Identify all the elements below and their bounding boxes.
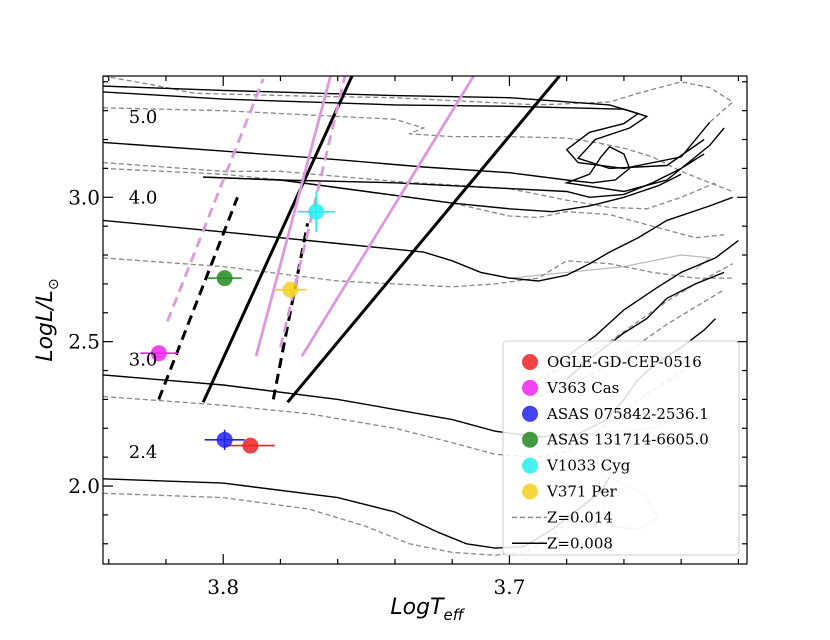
track-z0014-m5 xyxy=(103,107,733,193)
legend-entry-z-0-008-label: Z=0.008 xyxy=(547,534,613,552)
legend-entry-v363-cas-marker xyxy=(522,379,538,396)
instability-strip-edge-6 xyxy=(279,76,347,348)
legend-entry-asas-131714-6605-0-marker xyxy=(522,431,538,448)
legend-entry-asas-075842-2536-1-label: ASAS 075842-2536.1 xyxy=(546,405,709,423)
y-tick-label-0: 2.0 xyxy=(68,474,100,498)
track-z0008-m4_3 xyxy=(203,173,682,213)
legend-entry-v371-per-marker xyxy=(522,483,538,500)
track-z0014-m3_8 xyxy=(103,257,733,288)
legend-entry-ogle-gd-cep-0516-label: OGLE-GD-CEP-0516 xyxy=(547,353,702,371)
instability-strip-edge-5 xyxy=(254,76,332,357)
y-axis-label: LogL/L⊙ xyxy=(33,278,62,361)
star-asas-131714-6605-0-marker xyxy=(216,270,233,287)
legend-entry-z-0-014-label: Z=0.014 xyxy=(547,508,613,526)
y-tick-label-2: 3.0 xyxy=(68,185,100,209)
mass-label-5_0: 5.0 xyxy=(129,107,158,128)
mass-label-2_4: 2.4 xyxy=(129,442,158,463)
y-tick-label-1: 2.5 xyxy=(68,330,100,354)
star-v371-per-marker xyxy=(282,281,299,298)
instability-strip-edge-1 xyxy=(201,76,354,403)
legend-box xyxy=(502,340,740,556)
x-tick-label-1: 3.7 xyxy=(494,575,526,599)
x-axis-label: LogTeff xyxy=(390,595,465,624)
star-asas-075842-2536-1-marker xyxy=(216,431,233,448)
legend-entry-v363-cas-label: V363 Cas xyxy=(546,379,619,397)
instability-strip-edge-3 xyxy=(286,76,561,404)
legend-entry-v371-per-label: V371 Per xyxy=(546,483,618,501)
track-z0014-m4_6 xyxy=(103,161,716,210)
star-ogle-gd-cep-0516-marker xyxy=(242,437,259,454)
legend-entry-asas-131714-6605-0-label: ASAS 131714-6605.0 xyxy=(546,431,709,449)
star-v1033-cyg-marker xyxy=(308,203,325,220)
mass-label-4_0: 4.0 xyxy=(129,188,158,209)
legend-entry-v1033-cyg-marker xyxy=(522,457,538,474)
mass-label-3_0: 3.0 xyxy=(129,349,158,370)
legend-entry-asas-075842-2536-1-marker xyxy=(522,405,538,422)
plot-frame xyxy=(102,75,748,565)
track-z0008-m5 xyxy=(103,127,725,193)
x-axis-label-subscript: eff xyxy=(444,606,466,624)
x-tick-label-0: 3.8 xyxy=(207,575,239,599)
track-z0014-m5_5 xyxy=(103,76,734,123)
track-z0008-m4 xyxy=(103,196,733,282)
legend-entry-v1033-cyg-label: V1033 Cyg xyxy=(546,457,631,475)
y-axis-label-sun-symbol: ⊙ xyxy=(46,278,62,290)
instability-strip-edge-7 xyxy=(300,76,475,357)
instability-strip-edge-0 xyxy=(157,196,239,400)
track-z0008-m5_5 xyxy=(103,85,711,170)
legend-entry-ogle-gd-cep-0516-marker xyxy=(522,354,538,370)
star-v363-cas-marker xyxy=(150,345,167,362)
track-z0008-m4_6 xyxy=(203,153,705,199)
track-z0008-m5_2 xyxy=(103,91,705,170)
instability-strip-edge-4 xyxy=(166,78,265,322)
track-z0008-m3_5 xyxy=(566,240,739,357)
